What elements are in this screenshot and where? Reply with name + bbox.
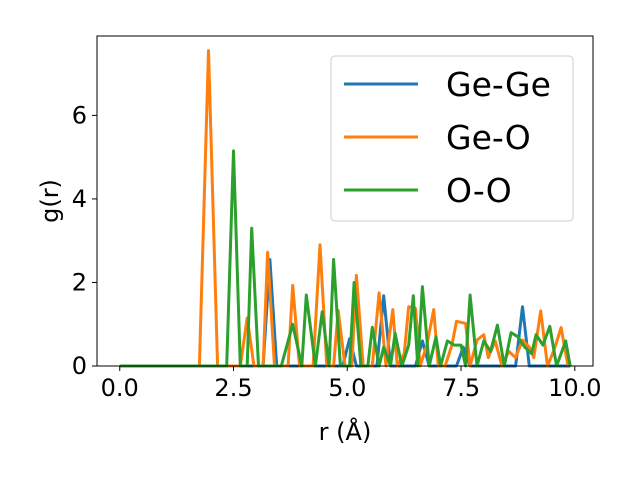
y-tick-label: 6 [72, 101, 87, 129]
y-tick-label: 2 [72, 268, 87, 296]
x-tick-label: 7.5 [442, 374, 480, 402]
y-axis: 0 2 4 6 [72, 101, 97, 380]
x-tick-label: 10.0 [548, 374, 601, 402]
y-tick-label: 0 [72, 352, 87, 380]
axes-frame [96, 35, 594, 367]
x-tick-label: 0.0 [101, 374, 139, 402]
x-axis: 0.0 2.5 5.0 7.5 10.0 [101, 366, 602, 402]
x-tick-label: 2.5 [214, 374, 252, 402]
series-line-o-o [119, 149, 572, 368]
legend-box [330, 55, 574, 222]
legend-label: Ge-O [446, 118, 531, 157]
y-tick-label: 4 [72, 185, 87, 213]
x-tick-label: 5.0 [328, 374, 366, 402]
legend: Ge-Ge Ge-O O-O [330, 55, 574, 222]
x-axis-title: r (Å) [319, 417, 372, 446]
legend-label: O-O [446, 171, 512, 210]
legend-label: Ge-Ge [446, 65, 551, 104]
y-axis-title: g(r) [36, 179, 64, 223]
